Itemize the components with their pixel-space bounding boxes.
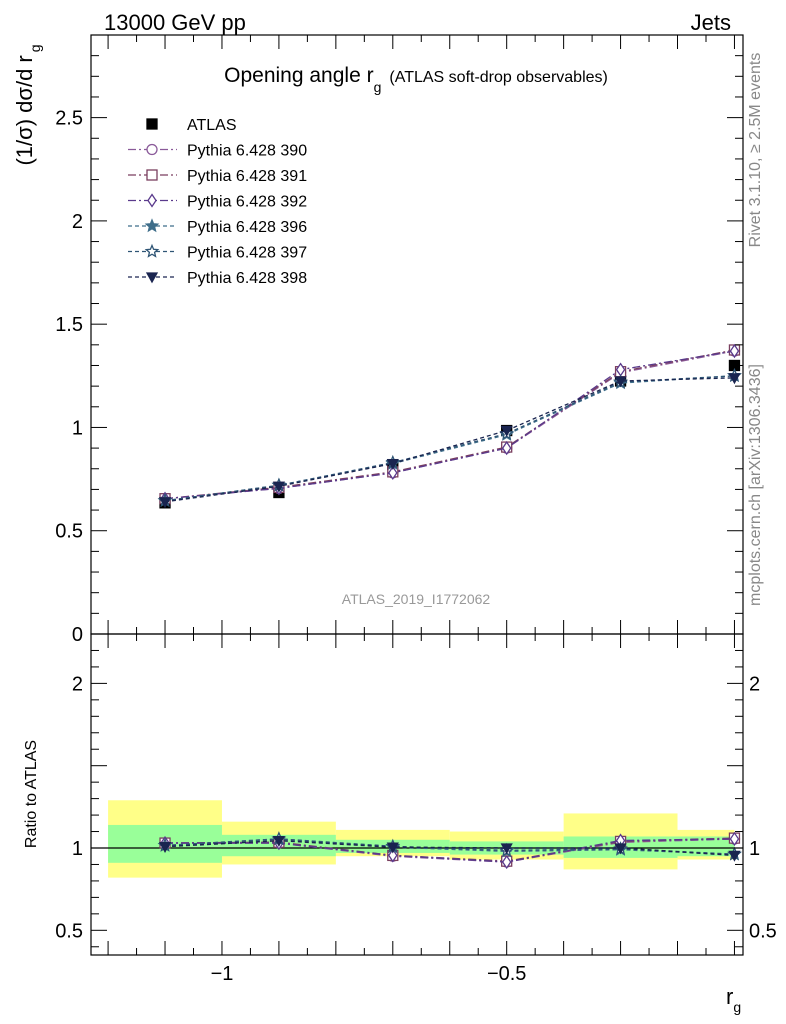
data-point <box>158 497 172 509</box>
legend-marker <box>144 218 160 233</box>
legend-marker <box>145 272 159 284</box>
legend-entry: Pythia 6.428 398 <box>128 270 307 287</box>
ratio-panel: 0.5 0.5 1 1 2 2 −1 −0.5 Ratio to ATLAS <box>23 633 777 985</box>
legend-entry: Pythia 6.428 391 <box>128 168 307 185</box>
y-tick-label: 2.5 <box>55 108 83 130</box>
legend-entry: Pythia 6.428 390 <box>128 143 307 160</box>
legend-marker <box>146 118 158 130</box>
ratio-series-398 <box>158 835 741 862</box>
data-point <box>500 425 513 437</box>
ratio-point <box>614 843 627 855</box>
legend-entry: Pythia 6.428 397 <box>128 243 307 262</box>
header-left: 13000 GeV pp <box>104 10 246 35</box>
ratio-point <box>386 842 399 854</box>
legend-marker <box>144 243 160 258</box>
main-panel: Opening angle rg(ATLAS soft-drop observa… <box>12 34 744 646</box>
series-390 <box>159 345 741 505</box>
x-tick-label: −1 <box>211 963 234 985</box>
y-tick-label: 2 <box>72 211 83 233</box>
series-398 <box>158 373 741 509</box>
series-line <box>164 350 735 500</box>
data-point <box>388 465 398 481</box>
y-tick-label-right: 0.5 <box>749 920 777 942</box>
data-point <box>386 458 399 470</box>
main-y-label-text: (1/σ) dσ/d r <box>12 55 37 165</box>
y-tick-label: 0.5 <box>55 521 83 543</box>
legend-entry: Pythia 6.428 392 <box>128 193 307 211</box>
plot-frame <box>90 633 744 956</box>
y-tick-label-right: 1 <box>749 838 760 860</box>
legend-marker <box>146 169 158 181</box>
y-tick-label: 2 <box>72 673 83 695</box>
x-axis-label-sub: g <box>733 999 741 1015</box>
series-391 <box>159 344 741 505</box>
watermark: ATLAS_2019_I1772062 <box>342 591 491 607</box>
y-tick-label: 1 <box>72 838 83 860</box>
main-title: Opening angle rg (ATLAS soft-drop observa… <box>224 64 608 95</box>
data-point <box>728 373 741 385</box>
mcplots-label: mcplots.cern.ch [arXiv:1306.3436] <box>747 364 764 606</box>
main-y-label-sub: g <box>27 44 43 52</box>
main-y-label: (1/σ) dσ/d r g <box>12 44 43 165</box>
data-point <box>272 481 286 493</box>
data-point <box>729 343 740 359</box>
legend-marker <box>147 193 157 208</box>
series-line <box>164 349 735 500</box>
y-tick-label: 1.5 <box>55 314 83 336</box>
x-axis-label: rg <box>726 984 741 1015</box>
ratio-point <box>158 842 172 854</box>
data-point <box>614 376 627 388</box>
ratio-y-label: Ratio to ATLAS <box>23 740 40 848</box>
legend-entry: Pythia 6.428 396 <box>128 218 307 236</box>
legend-entry: ATLAS <box>146 117 237 134</box>
main-title-sub: g <box>374 79 382 95</box>
y-tick-label-right: 2 <box>749 673 760 695</box>
legend-label: Pythia 6.428 396 <box>187 219 307 236</box>
x-tick-label: −0.5 <box>487 963 526 985</box>
ratio-point <box>501 854 512 870</box>
ratio-point <box>729 831 740 847</box>
main-axes: 0 0.5 1 1.5 2 2.5 <box>55 34 744 646</box>
data-point <box>501 440 512 456</box>
ratio-bands <box>91 800 743 878</box>
series-396 <box>157 368 742 508</box>
series-397 <box>157 368 742 508</box>
y-tick-label: 1 <box>72 417 83 439</box>
band-inner <box>677 836 735 857</box>
legend-label: Pythia 6.428 392 <box>187 194 307 211</box>
rivet-label: Rivet 3.1.10, ≥ 2.5M events <box>747 53 764 248</box>
ratio-axes: 0.5 0.5 1 1 2 2 −1 −0.5 <box>55 633 777 985</box>
main-title-text: Opening angle r <box>224 64 373 87</box>
main-title-suffix: (ATLAS soft-drop observables) <box>389 69 607 86</box>
ratio-point <box>728 850 741 862</box>
series-line <box>164 375 735 502</box>
ratio-series-group <box>157 831 742 870</box>
y-tick-label: 0.5 <box>55 920 83 942</box>
legend-marker <box>146 143 158 156</box>
series-atlas <box>159 359 741 509</box>
legend: ATLAS Pythia 6.428 390 Pythia 6.428 391 Pyt… <box>128 117 307 287</box>
legend-label: Pythia 6.428 398 <box>187 270 307 287</box>
legend-label: Pythia 6.428 397 <box>187 245 307 262</box>
ratio-point <box>272 835 286 847</box>
ratio-point <box>500 843 513 855</box>
series-line <box>164 377 735 503</box>
header-right: Jets <box>691 10 731 35</box>
series-line <box>164 375 735 502</box>
legend-label: Pythia 6.428 390 <box>187 143 307 160</box>
ratio-point <box>388 848 398 863</box>
series-line <box>164 350 735 500</box>
legend-label: Pythia 6.428 391 <box>187 168 307 185</box>
series-392 <box>160 343 740 506</box>
main-series-group <box>157 343 742 509</box>
y-tick-label: 0 <box>72 624 83 646</box>
legend-label: ATLAS <box>187 117 237 134</box>
x-axis-label-text: r <box>726 984 733 1009</box>
